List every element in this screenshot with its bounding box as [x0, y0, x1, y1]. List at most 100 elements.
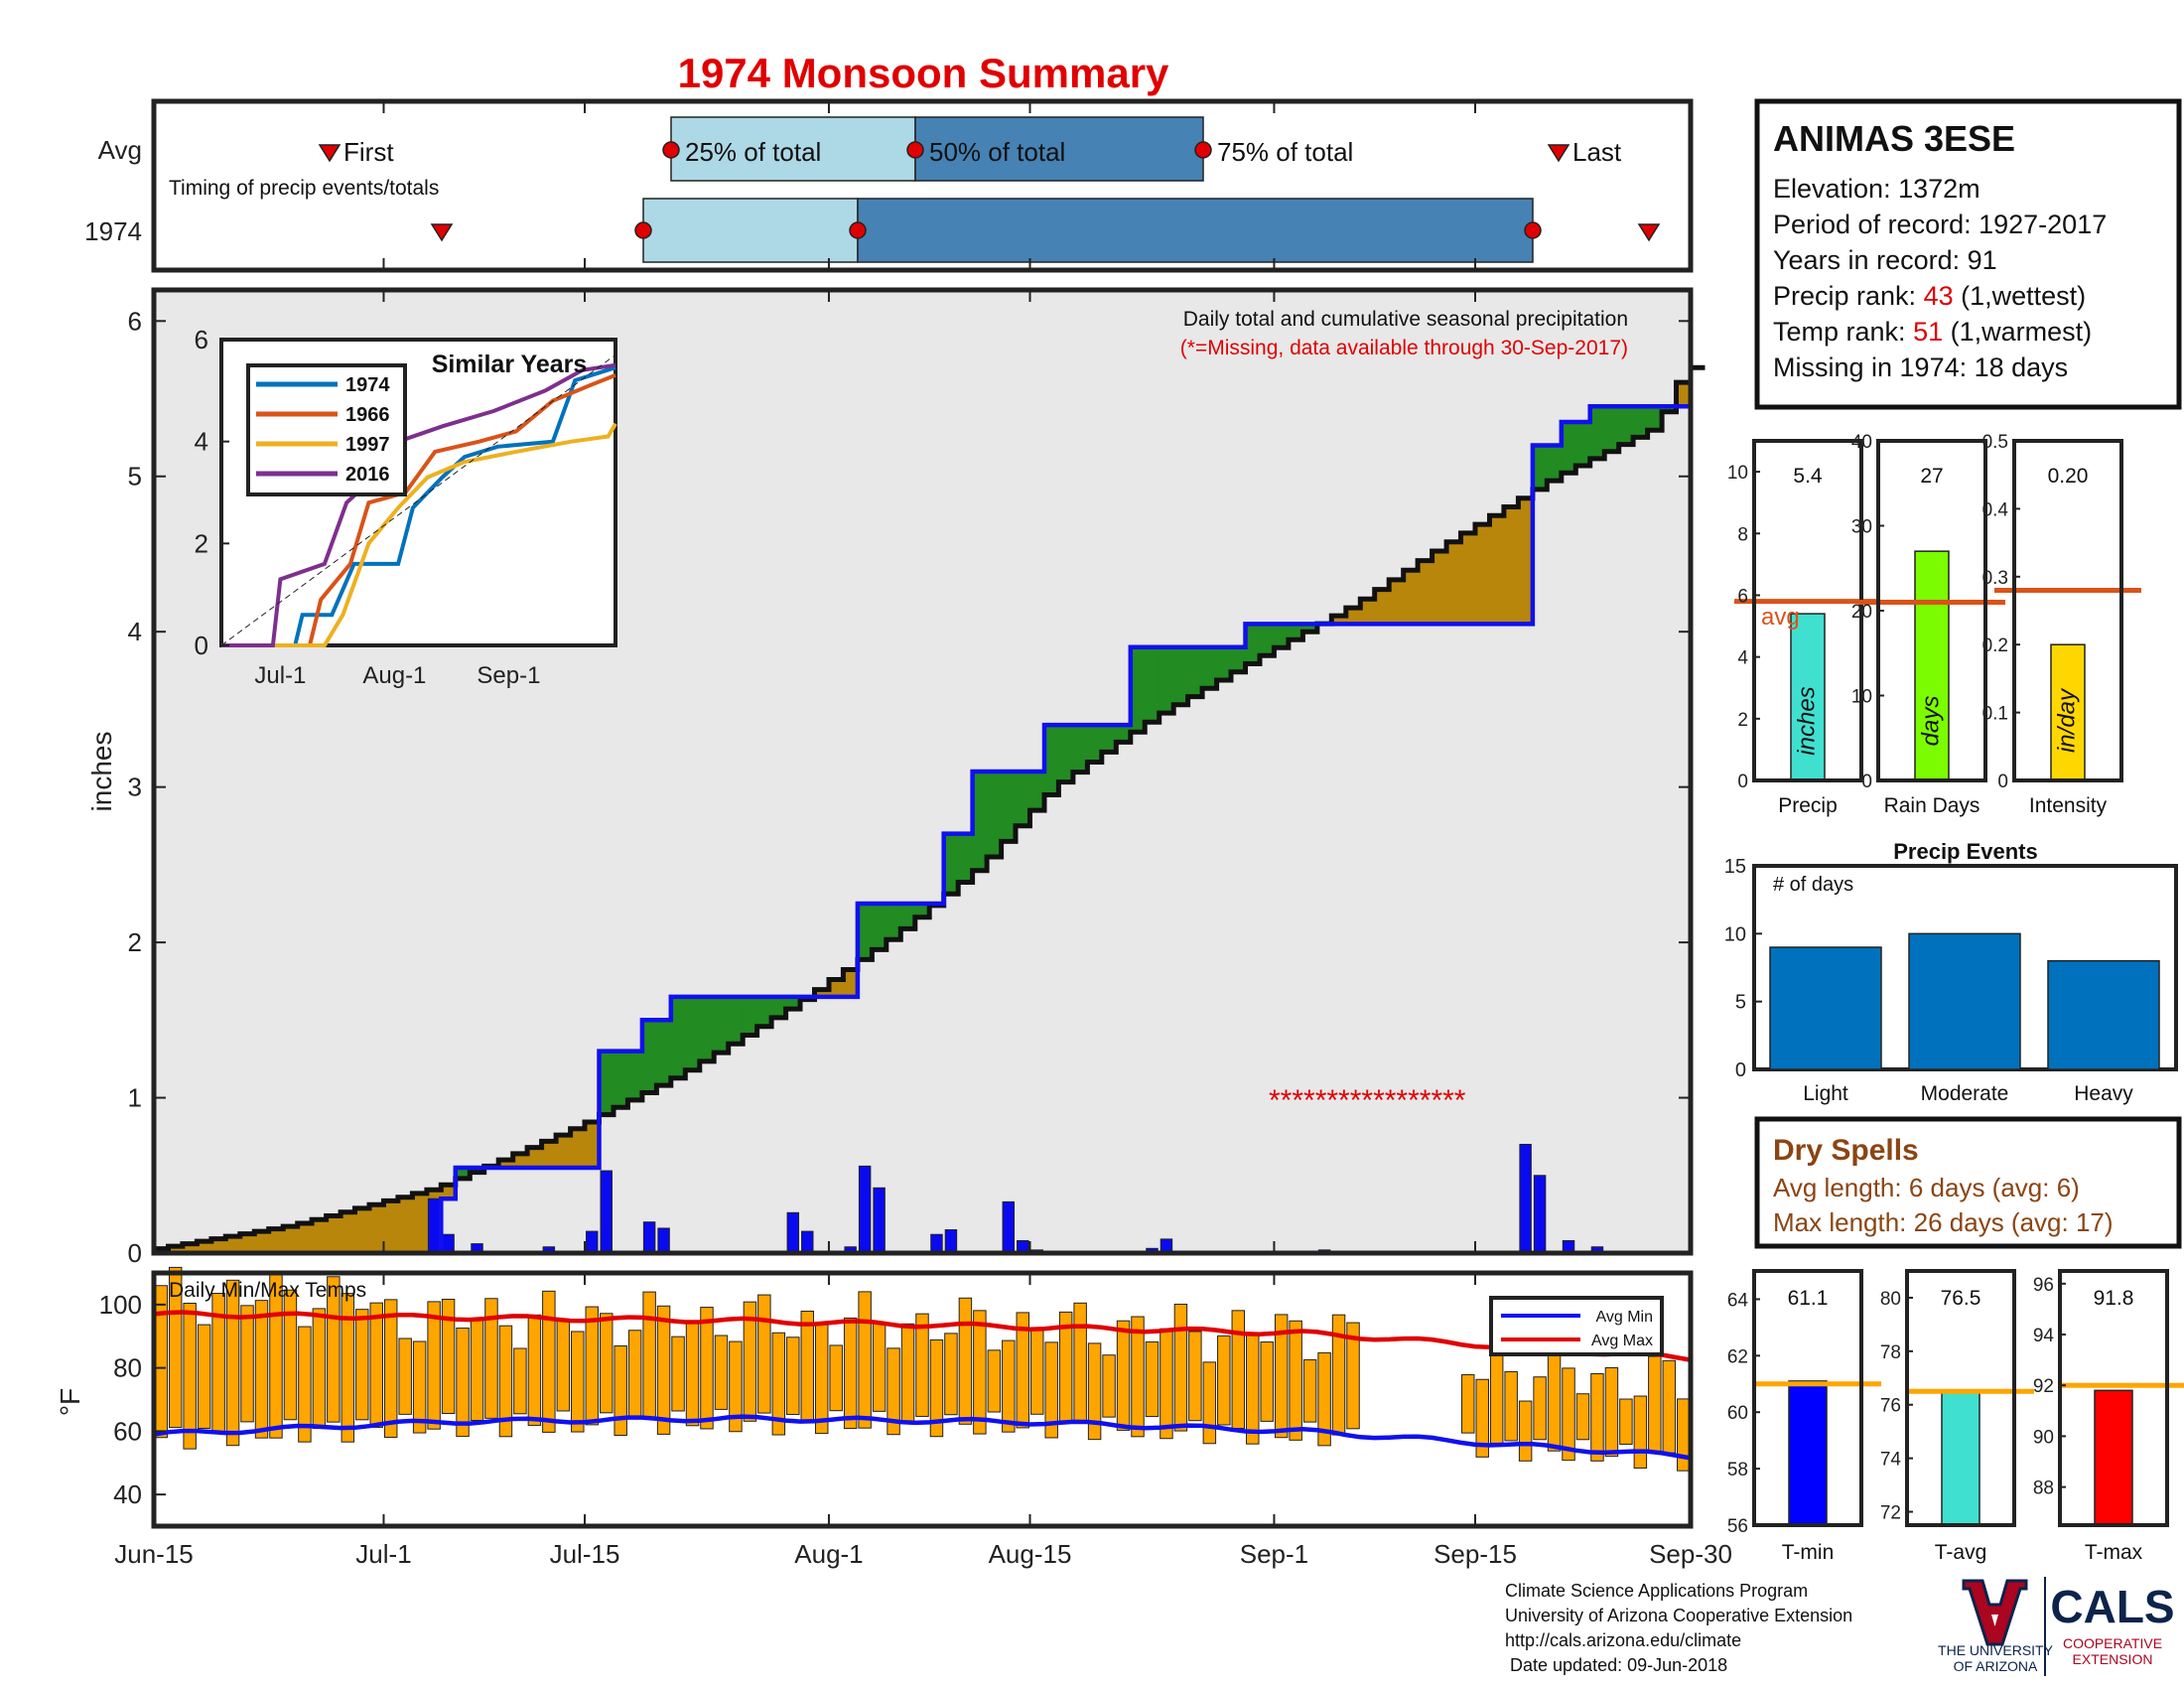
- above-average-fill: [627, 1051, 643, 1100]
- below-average-fill: [354, 1207, 370, 1253]
- above-average-fill: [1101, 725, 1117, 753]
- dry-spells-avg: Avg length: 6 days (avg: 6): [1773, 1173, 2080, 1202]
- above-average-fill: [1532, 445, 1548, 490]
- avg-label: avg: [1761, 604, 1800, 631]
- daily-temp-bar: [1131, 1316, 1145, 1438]
- daily-temp-bar: [915, 1313, 929, 1417]
- inset-legend-items: 1974 1966 1997 2016: [256, 374, 390, 486]
- daily-temp-bar: [1533, 1376, 1547, 1441]
- daily-temp-bar: [829, 1344, 843, 1412]
- avg-cumulative-line: [154, 364, 1706, 1252]
- daily-temp-bar: [1518, 1400, 1533, 1462]
- above-average-fill: [1187, 646, 1203, 697]
- daily-temp-bar: [168, 1266, 183, 1429]
- totals-y-tick-label: 0.3: [1982, 568, 2008, 589]
- below-average-fill: [1345, 608, 1361, 625]
- totals-bar: [1914, 550, 1950, 781]
- totals-y-tick-label: 20: [1851, 602, 1872, 623]
- event-y-tick-label: 5: [1735, 992, 1746, 1014]
- above-average-fill: [613, 1051, 628, 1108]
- daily-temp-bar: [814, 1322, 829, 1435]
- above-average-fill: [1043, 725, 1059, 795]
- event-bar: [1908, 932, 2021, 1070]
- daily-temp-bar: [1160, 1328, 1173, 1440]
- legend-avg-max: Avg Max: [1591, 1333, 1653, 1349]
- daily-temp-bar: [1145, 1340, 1160, 1418]
- above-average-fill: [1159, 646, 1174, 714]
- totals-y-tick-label: 8: [1737, 524, 1748, 545]
- below-average-fill: [268, 1228, 284, 1253]
- totals-y-tick-label: 40: [1851, 432, 1872, 453]
- station-period: Period of record: 1927-2017: [1773, 210, 2107, 239]
- similar-year-line: [221, 373, 616, 647]
- daily-temp-bar: [1475, 1378, 1489, 1458]
- above-average-fill: [1029, 772, 1045, 811]
- tsum-y-tick-label: 72: [1880, 1503, 1901, 1524]
- daily-temp-bar: [714, 1335, 729, 1410]
- daily-temp-bar: [1102, 1354, 1116, 1418]
- daily-temp-bar: [944, 1333, 958, 1416]
- coop-logo-text-1: COOPERATIVE: [2063, 1635, 2162, 1651]
- timing-row-label-year: 1974: [84, 216, 142, 246]
- daily-temp-bar: [1188, 1331, 1202, 1422]
- below-average-fill: [1374, 589, 1390, 625]
- daily-temp-bar: [1044, 1341, 1058, 1439]
- above-average-fill: [857, 903, 873, 960]
- tsum-y-tick-label: 80: [1880, 1289, 1901, 1310]
- above-average-fill: [1288, 624, 1303, 640]
- totals-y-tick-label: 10: [1727, 463, 1748, 484]
- station-temp-rank: Temp rank: 51 (1,warmest): [1773, 317, 2092, 347]
- tsum-y-tick-label: 88: [2033, 1478, 2054, 1499]
- ua-a-glyph: [1962, 1579, 2028, 1646]
- daily-precip-bar: [1533, 1175, 1547, 1254]
- footer-line1: Climate Science Applications Program: [1505, 1581, 1808, 1601]
- below-average-fill: [1489, 515, 1505, 625]
- timing-year-box-lower: [642, 198, 859, 263]
- tsum-value-label: 61.1: [1788, 1287, 1829, 1310]
- totals-y-tick-label: 0: [1737, 772, 1748, 792]
- above-average-fill: [714, 996, 730, 1054]
- daily-temp-bar: [542, 1290, 556, 1433]
- daily-precip-bar: [944, 1229, 958, 1254]
- below-average-fill: [828, 979, 844, 997]
- tsum-frame: [2058, 1269, 2169, 1527]
- daily-temp-bar: [1016, 1312, 1030, 1429]
- y-tick-label: 2: [128, 927, 142, 957]
- similar-year-line: [221, 422, 617, 647]
- footer: Climate Science Applications Program Uni…: [1505, 1577, 2175, 1676]
- daily-temp-bar: [1073, 1302, 1087, 1422]
- daily-temp-bar: [484, 1298, 498, 1419]
- above-average-fill: [1231, 646, 1247, 672]
- above-average-fill: [1087, 725, 1103, 763]
- above-average-fill: [1116, 725, 1132, 743]
- inset-x-tick-label: Aug-1: [362, 662, 426, 689]
- event-bar: [1769, 946, 1882, 1070]
- above-average-fill: [1001, 772, 1017, 842]
- daily-temp-bar: [786, 1336, 800, 1416]
- timing-year-box-upper: [857, 198, 1534, 263]
- above-average-fill: [756, 996, 772, 1027]
- x-tick-label: Jun-15: [114, 1539, 194, 1569]
- daily-temp-bar: [298, 1326, 312, 1443]
- timing-avg-box-lower: [670, 116, 916, 182]
- below-average-fill: [1360, 599, 1376, 625]
- below-average-fill: [225, 1236, 241, 1253]
- temp-y-tick-label: 40: [113, 1479, 142, 1509]
- tsum-frame: [1905, 1269, 2016, 1527]
- below-average-fill: [441, 1185, 457, 1199]
- below-average-fill: [239, 1233, 255, 1253]
- totals-value-label: 5.4: [1793, 465, 1823, 488]
- daily-temp-bar: [1590, 1373, 1604, 1462]
- totals-value-label: 0.20: [2048, 465, 2089, 488]
- daily-temp-bar: [398, 1337, 412, 1415]
- below-average-fill: [341, 1211, 356, 1253]
- daily-temp-bar: [1317, 1351, 1331, 1447]
- daily-temp-bar: [757, 1294, 771, 1414]
- above-average-fill: [1016, 772, 1031, 826]
- tsum-bar: [1788, 1380, 1828, 1526]
- daily-temp-bar: [627, 1330, 642, 1418]
- below-average-fill: [254, 1231, 270, 1253]
- below-average-fill: [556, 1135, 572, 1168]
- tsum-frame: [1752, 1269, 1863, 1527]
- temp-y-tick-label: 80: [113, 1353, 142, 1383]
